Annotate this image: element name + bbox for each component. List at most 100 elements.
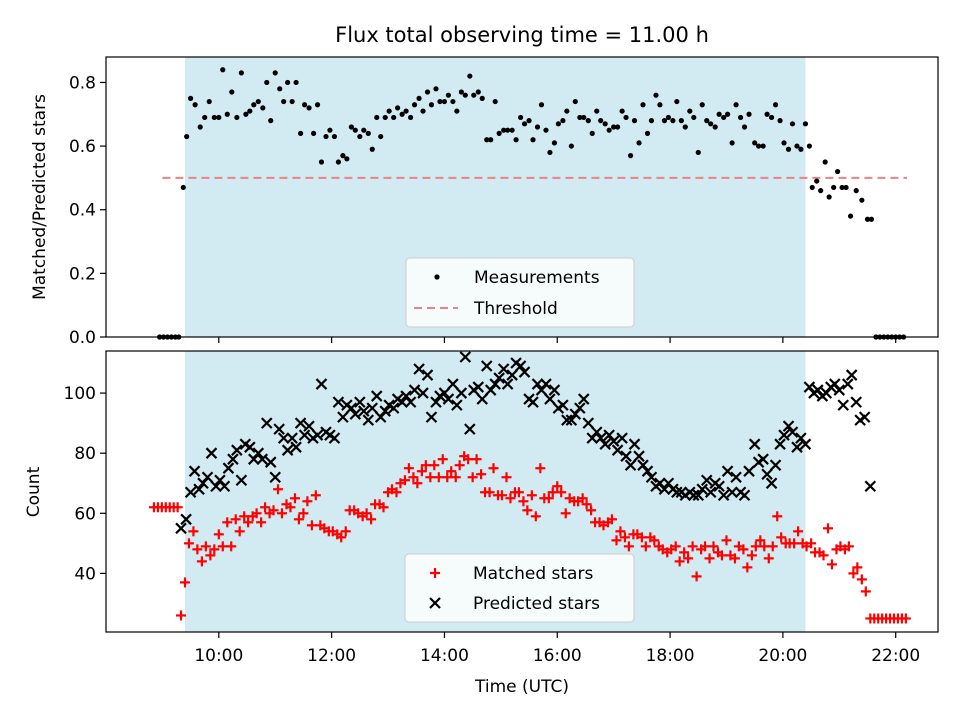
- bottom-y-tick-label: 60: [74, 504, 96, 524]
- measurement-point: [777, 118, 783, 124]
- matched-star-point: [378, 502, 389, 513]
- matched-star-point: [399, 475, 410, 486]
- matched-star-point: [826, 559, 837, 570]
- predicted-star-point: [540, 378, 552, 390]
- measurement-point: [847, 213, 854, 219]
- measurement-point: [691, 114, 697, 121]
- matched-star-point: [860, 586, 871, 597]
- predicted-star-point: [396, 396, 408, 408]
- measurement-point: [534, 124, 541, 130]
- measurement-point: [411, 102, 418, 108]
- measurement-point: [551, 140, 558, 146]
- predicted-star-point: [616, 432, 628, 444]
- matched-star-point: [606, 514, 617, 525]
- measurement-point: [395, 105, 401, 111]
- matched-star-point: [750, 541, 761, 552]
- predicted-star-point: [607, 435, 620, 447]
- predicted-star-point: [354, 396, 366, 408]
- measurement-point: [247, 108, 253, 114]
- measurement-point: [501, 127, 507, 133]
- measurement-point: [509, 127, 515, 133]
- measurement-point: [585, 118, 591, 124]
- measurement-point: [361, 127, 367, 133]
- predicted-star-point: [561, 414, 573, 426]
- measurement-point: [484, 137, 490, 143]
- bottom-y-axis-label: Count: [24, 466, 44, 517]
- predicted-star-point: [362, 414, 375, 426]
- predicted-star-point: [633, 450, 645, 462]
- bottom-x-tick-label: 18:00: [646, 646, 695, 666]
- measurement-point: [526, 118, 532, 124]
- matched-star-point: [716, 550, 727, 561]
- measurement-point: [521, 121, 528, 127]
- matched-star-point: [230, 514, 241, 525]
- matched-star-point: [463, 454, 474, 465]
- predicted-star-point: [501, 378, 514, 390]
- matched-star-point: [183, 538, 194, 549]
- matched-star-point: [412, 478, 423, 489]
- measurement-point: [708, 121, 714, 127]
- measurement-point: [260, 105, 266, 111]
- matched-star-point: [226, 541, 237, 552]
- bottom-x-tick-label: 10:00: [194, 646, 243, 666]
- measurement-point: [794, 143, 800, 149]
- predicted-star-point: [366, 402, 379, 414]
- predicted-star-point: [757, 453, 769, 465]
- measurement-point: [281, 98, 287, 105]
- matched-star-point: [759, 541, 770, 552]
- matched-star-point: [416, 466, 427, 477]
- matched-star-point: [289, 493, 300, 504]
- legend-measurements-marker: [434, 274, 440, 280]
- measurement-point: [216, 114, 222, 121]
- predicted-star-point: [438, 387, 451, 399]
- measurement-point: [746, 111, 752, 117]
- measurement-point: [543, 127, 549, 133]
- measurement-point: [589, 130, 595, 136]
- predicted-star-point: [379, 405, 391, 417]
- matched-star-point: [285, 502, 296, 513]
- predicted-star-point: [687, 489, 700, 502]
- measurement-point: [314, 102, 321, 108]
- predicted-star-point: [544, 393, 556, 405]
- predicted-star-point: [332, 396, 345, 408]
- measurement-point: [564, 108, 570, 114]
- bottom-x-tick-label: 12:00: [307, 646, 356, 666]
- matched-star-point: [704, 553, 715, 564]
- matched-star-point: [848, 568, 859, 579]
- matched-star-point: [484, 487, 495, 498]
- matched-star-point: [560, 508, 571, 519]
- matched-star-point: [467, 472, 478, 483]
- predicted-star-point: [769, 459, 782, 471]
- matched-star-point: [501, 472, 512, 483]
- measurement-point: [725, 111, 731, 117]
- measurement-point: [340, 153, 346, 159]
- measurement-point: [733, 102, 739, 108]
- matched-star-point: [192, 544, 203, 555]
- matched-star-point: [742, 562, 753, 573]
- predicted-star-point: [713, 480, 725, 493]
- measurement-point: [454, 108, 460, 114]
- measurement-point: [572, 98, 578, 105]
- measurement-point: [636, 140, 642, 146]
- measurement-point: [391, 114, 397, 121]
- matched-star-point: [615, 526, 626, 537]
- predicted-star-point: [193, 483, 205, 496]
- predicted-star-point: [442, 393, 455, 405]
- bottom-x-axis-label: Time (UTC): [474, 677, 569, 697]
- measurement-point: [458, 89, 464, 95]
- predicted-star-point: [413, 363, 425, 375]
- top-y-tick-label: 0.4: [69, 201, 96, 221]
- predicted-star-point: [370, 390, 383, 402]
- bottom-y-tick-label: 40: [74, 564, 96, 584]
- legend-matched-marker: [430, 568, 440, 578]
- measurement-point: [238, 70, 244, 76]
- bottom-y-tick-label: 100: [64, 384, 96, 404]
- matched-star-point: [552, 481, 563, 492]
- measurement-point: [661, 118, 668, 124]
- matched-star-point: [268, 505, 279, 516]
- matched-star-point: [708, 541, 719, 552]
- predicted-star-point: [671, 486, 683, 499]
- matched-star-point: [302, 496, 313, 507]
- predicted-star-point: [425, 411, 438, 423]
- measurement-point: [471, 92, 477, 98]
